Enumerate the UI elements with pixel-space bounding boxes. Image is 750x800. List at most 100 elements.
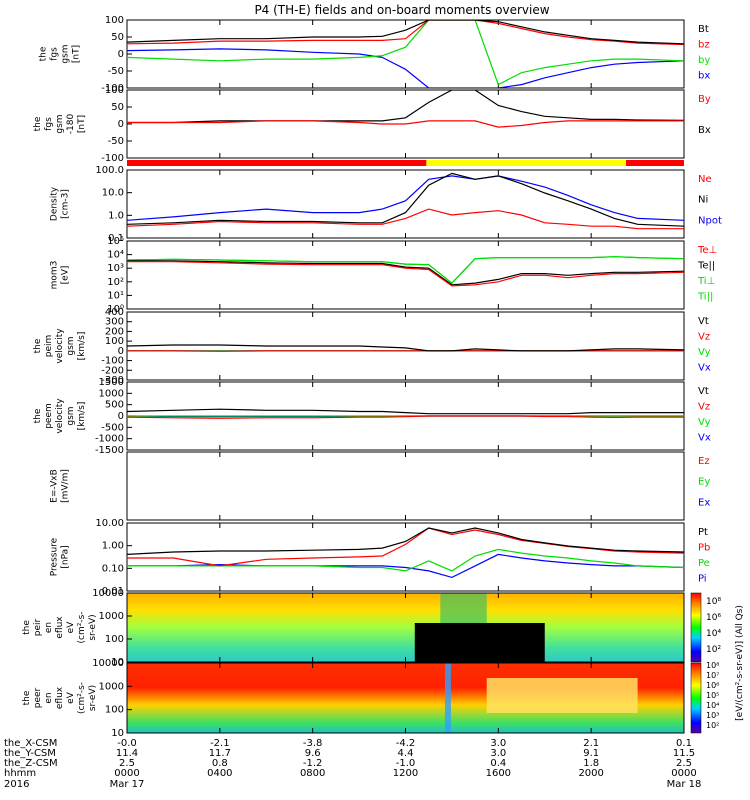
legend-vy: Vy [698, 347, 711, 358]
y-tick-label: -100 [101, 153, 124, 164]
legend-pe: Pe [698, 558, 710, 569]
colorbar-tick-label: 10⁵ [706, 691, 719, 700]
y-axis-label-line: sr-eV) [88, 685, 98, 711]
legend-vt: Vt [698, 386, 709, 397]
y-tick-label: 0.10 [102, 563, 124, 574]
y-tick-label: 10.00 [95, 518, 124, 529]
x-tick-label: 4.4 [398, 748, 414, 759]
x-tick-label: -3.8 [303, 738, 323, 749]
series-line-ti [127, 256, 684, 284]
series-line-vt [127, 408, 684, 415]
y-tick-label: 1500 [99, 377, 124, 388]
y-tick-label: 300 [105, 317, 124, 328]
legend-ez: Ez [698, 456, 710, 467]
legend-bz: bz [698, 40, 710, 51]
x-row-label: hhmm [4, 768, 36, 779]
panel-frame [126, 522, 685, 592]
y-tick-label: 10² [107, 277, 124, 288]
x-tick-label: 2.1 [583, 738, 599, 749]
series-group [127, 20, 684, 88]
mode-bar-segment [625, 160, 684, 166]
spectrogram-peir-image [127, 593, 684, 662]
y-axis-label-line: eV [66, 621, 76, 634]
series-line-npot [127, 175, 684, 221]
series-line-ni [127, 172, 684, 227]
legend-ne: Ne [698, 174, 712, 185]
y-tick-label: 0.1 [108, 233, 124, 244]
y-axis-label-line: [nT] [72, 45, 82, 63]
legend-vy: Vy [698, 417, 711, 428]
x-tick-label: -0.0 [117, 738, 137, 749]
spectrogram-peer-stripe [444, 663, 451, 733]
legend-vx: Vx [698, 363, 711, 374]
y-axis-label-line: Density [50, 186, 60, 221]
figure-title: P4 (TH-E) fields and on-board moments ov… [254, 3, 549, 17]
y-axis-label-line: gsm [55, 114, 65, 133]
y-tick-label: -300 [101, 375, 124, 386]
y-axis-label-line: [nPa] [61, 545, 71, 568]
series-line-by [127, 120, 684, 128]
x-row-label: the_X-CSM [4, 738, 57, 749]
legend-by: by [698, 55, 710, 66]
colorbar: 10⁸10⁶10⁴10²10⁸10⁷10⁶10⁵10⁴10³10²[eV/(cm… [690, 592, 745, 734]
series-group [127, 256, 684, 287]
series-line-vz [127, 415, 684, 419]
x-tick-label: 9.1 [583, 748, 599, 759]
x-tick-label: 2.5 [119, 758, 135, 769]
x-tick-label: 11.7 [209, 748, 231, 759]
series-line-vt [127, 344, 684, 352]
y-tick-label: -1500 [95, 445, 124, 456]
y-axis-label-line: [nT] [77, 115, 87, 133]
x-tick-label: 0000 [671, 768, 696, 779]
colorbar-tick-label: 10⁶ [706, 613, 721, 623]
legend-bt: Bt [698, 24, 709, 35]
legend-te: Te⊥ [697, 245, 717, 256]
series-group [127, 344, 684, 352]
y-tick-label: 100 [105, 634, 124, 645]
mode-bar-segment [127, 160, 427, 166]
y-tick-label: 1.0 [108, 210, 124, 221]
y-axis-label-line: the [33, 116, 43, 131]
y-tick-label: 100 [105, 15, 124, 26]
y-axis-label-line: peem [44, 403, 54, 429]
colorbar-tick-label: 10⁴ [706, 629, 721, 639]
y-tick-label: 10000 [92, 588, 124, 599]
colorbar-tick-label: 10² [706, 721, 719, 730]
x-tick-label: Mar 17 [110, 779, 145, 790]
spectrogram-peir-band [440, 593, 487, 623]
x-tick-label: 3.0 [490, 748, 506, 759]
series-line-pe [127, 548, 684, 572]
y-axis-label-line: en [44, 622, 54, 633]
y-axis-label-line: [mV/m] [61, 469, 71, 503]
series-line-ne [127, 208, 684, 230]
y-axis-label-line: gsm [66, 406, 76, 425]
legend-ey: Ey [698, 477, 710, 488]
y-axis-label-line: [km/s] [77, 332, 87, 361]
legend-vx: Vx [698, 433, 711, 444]
x-tick-label: 0800 [300, 768, 325, 779]
panel-temperature: 10⁵ 10⁴ 10³ 10² 10¹ 10⁰ mom3 [eV] Te⊥ Te|| Ti⊥ Ti|| [50, 236, 718, 315]
y-axis-label-line: gsm [61, 44, 71, 63]
colorbar-tick-label: 10⁸ [706, 661, 719, 670]
y-tick-label: 50 [111, 102, 124, 113]
y-tick-label: 0.01 [102, 586, 124, 597]
x-tick-label: 1.8 [583, 758, 599, 769]
colorbar-tick-label: 10² [706, 645, 721, 655]
y-tick-label: 10³ [107, 263, 124, 274]
x-tick-label: 11.4 [116, 748, 138, 759]
x-tick-label: 0.8 [212, 758, 228, 769]
y-tick-label: -100 [101, 83, 124, 94]
y-tick-label: 1.00 [102, 541, 124, 552]
panel-pressure: 10.00 1.00 0.10 0.01 Pressure [nPa] Pt Pb Pe Pi [50, 518, 711, 597]
series-line-bz [127, 20, 684, 46]
y-tick-label: 0 [118, 411, 124, 422]
series-line-te [127, 261, 684, 287]
panel-peir-spectrogram: 10000 1000 100 10 the peir en eflux eV (cm²-s-sr-… [22, 588, 685, 668]
panel-fgs-dsl: 100 50 0 -50 -100 the fgs gsm -180 [nT] By Bx [33, 85, 711, 164]
legend-ni: Ni [698, 195, 708, 206]
y-axis-label-line: sr-eV) [88, 614, 98, 640]
y-axis-label-line: (cm²-s- [77, 611, 87, 643]
series-line-ti [127, 256, 684, 284]
series-line-pb [127, 527, 684, 567]
y-tick-label: 100 [105, 85, 124, 96]
